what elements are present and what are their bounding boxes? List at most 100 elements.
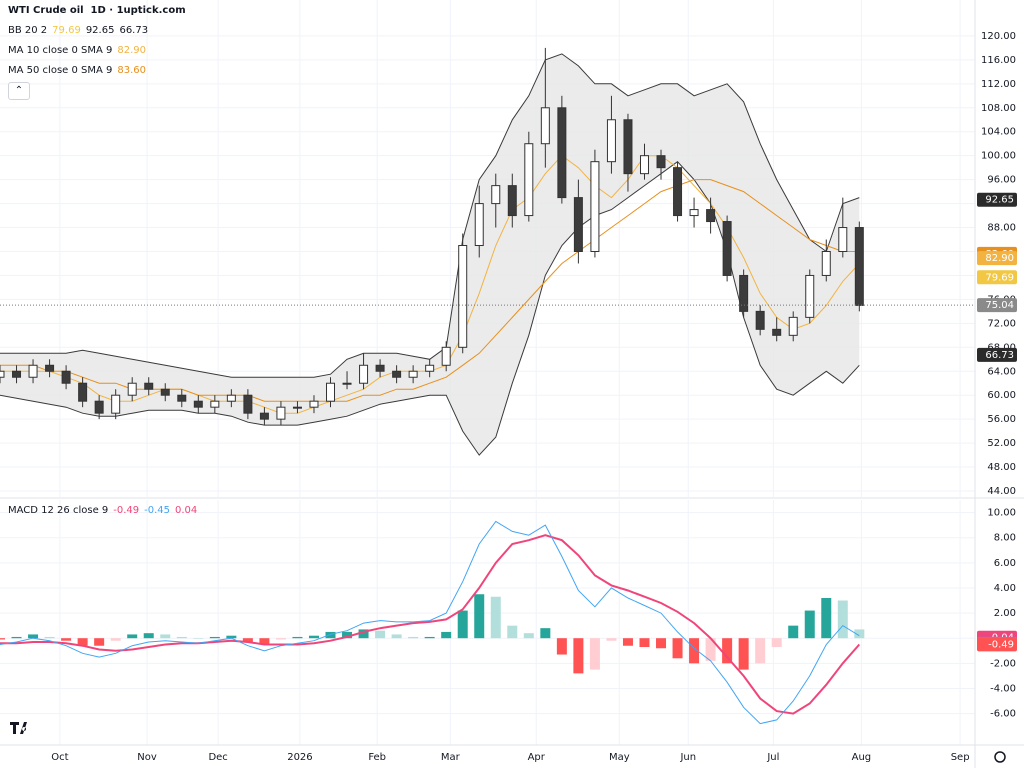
x-tick-label: Jul [766, 752, 779, 763]
candle-body [342, 382, 352, 385]
y-tick-label: 108.00 [981, 103, 1016, 114]
candle-body [243, 394, 253, 414]
histogram-bar [391, 634, 402, 639]
candle-body [474, 203, 484, 247]
candle-body [392, 370, 402, 378]
band-line [0, 161, 860, 456]
histogram-bar [0, 638, 5, 640]
histogram-bar [242, 638, 253, 642]
legend-value: -0.45 [144, 505, 171, 516]
x-tick-label: Mar [441, 752, 461, 763]
candle-body [854, 227, 864, 306]
collapse-button[interactable]: ⌃ [8, 82, 30, 100]
legend-value: 66.73 [119, 25, 149, 36]
candle-body [805, 274, 815, 318]
histogram-bar [738, 638, 749, 670]
legend-value: 83.60 [117, 65, 147, 76]
histogram-bar [143, 633, 154, 639]
legend-title: WTI Crude oil 1D · 1uptick.com [8, 5, 186, 16]
candle-body [326, 382, 336, 402]
histogram-bar [622, 638, 633, 646]
y-tick-label: 52.00 [987, 438, 1016, 449]
legend-value: -0.49 [113, 505, 140, 516]
y-tick-label: 120.00 [981, 31, 1016, 42]
histogram-bar [110, 638, 121, 641]
x-tick-label: Jun [679, 752, 696, 763]
y-tick-label: -6.00 [990, 709, 1016, 720]
price-badge-label: 79.69 [985, 272, 1014, 283]
y-tick-label: 96.00 [987, 175, 1016, 186]
x-tick-label: Aug [852, 752, 872, 763]
histogram-bar [193, 638, 204, 639]
macd-line [0, 520, 860, 725]
chart-title: WTI Crude oil 1D · 1uptick.com [8, 5, 186, 16]
candle-body [739, 274, 749, 312]
x-tick-label: 2026 [287, 752, 312, 763]
legend-name: MA 10 close 0 SMA 9 [8, 45, 113, 56]
x-tick-label: Oct [51, 752, 68, 763]
price-badge-label: 75.04 [985, 300, 1014, 311]
candle-body [673, 167, 683, 217]
candle-body [193, 400, 203, 408]
y-tick-label: 72.00 [987, 318, 1016, 329]
candle-body [491, 185, 501, 205]
candle-body [45, 364, 55, 372]
histogram-bar [490, 596, 501, 639]
price-badge [977, 637, 1017, 652]
histogram-bar [375, 630, 386, 639]
logo-mark [10, 722, 27, 734]
ma-line [0, 179, 860, 402]
x-tick-label: Feb [368, 752, 386, 763]
y-tick-label: 116.00 [981, 55, 1016, 66]
histogram-bar [28, 634, 39, 639]
candle-body [689, 209, 699, 217]
x-tick-label: Sep [951, 752, 970, 763]
price-badge [977, 192, 1017, 207]
candle-body [359, 364, 369, 384]
histogram-bar [589, 638, 600, 670]
candle-body [507, 185, 517, 217]
y-tick-label: 8.00 [994, 533, 1016, 544]
legend-value: 82.90 [117, 45, 147, 56]
candle-body [210, 400, 220, 408]
price-badge-label: -0.49 [988, 639, 1014, 650]
legend-ma10: MA 10 close 0 SMA 9 82.90 [8, 45, 151, 56]
macd-line [0, 534, 861, 715]
candle-body [276, 406, 286, 420]
histogram-bar [325, 631, 336, 639]
candle-body [160, 388, 170, 396]
candle-body [292, 406, 302, 409]
candle-body [28, 364, 38, 378]
histogram-bar [507, 625, 518, 639]
price-badge [977, 298, 1017, 313]
y-tick-label: 44.00 [987, 486, 1016, 497]
histogram-bar [639, 638, 650, 647]
candle-body [788, 316, 798, 336]
candle-body [557, 107, 567, 199]
legend-value: 0.04 [175, 505, 198, 516]
candle-body [573, 197, 583, 252]
legend-value: 79.69 [52, 25, 81, 36]
x-tick-label: Apr [528, 752, 546, 763]
histogram-bar [61, 638, 72, 641]
histogram-bar [755, 638, 766, 664]
histogram-bar [292, 636, 303, 639]
candle-body [755, 310, 765, 330]
candle-body [656, 155, 666, 169]
y-tick-label: 4.00 [994, 583, 1016, 594]
histogram-bar [540, 628, 551, 639]
candle-body [226, 394, 236, 402]
y-tick-label: 88.00 [987, 223, 1016, 234]
x-tick-label: Dec [208, 752, 227, 763]
candle-body [639, 155, 649, 175]
x-tick-label: May [609, 752, 630, 763]
histogram-bar [606, 638, 617, 641]
candle-body [12, 370, 22, 378]
histogram-bar [77, 638, 88, 646]
histogram-bar [160, 634, 171, 639]
legend-name: MA 50 close 0 SMA 9 [8, 65, 113, 76]
candle-body [524, 143, 534, 217]
y-tick-label: 64.00 [987, 366, 1016, 377]
legend-value: 92.65 [85, 25, 115, 36]
